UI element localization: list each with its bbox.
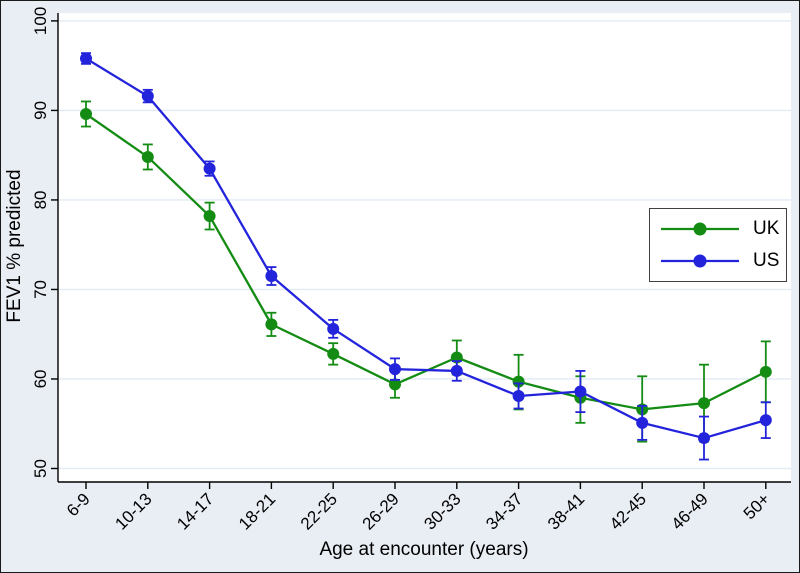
legend-label-us: US	[753, 250, 780, 271]
data-point-uk-50+	[759, 365, 772, 378]
x-tick-label: 14-17	[173, 489, 217, 533]
y-tick-label: 70	[31, 280, 50, 299]
y-tick-label: 50	[31, 459, 50, 478]
x-axis-title: Age at encounter (years)	[319, 539, 529, 560]
data-point-us-30-33	[450, 364, 463, 377]
x-tick-label: 46-49	[668, 489, 712, 533]
x-tick-label: 38-41	[544, 489, 588, 533]
series-us	[80, 52, 772, 461]
data-point-uk-14-17	[203, 210, 216, 223]
data-point-uk-22-25	[327, 347, 340, 360]
x-tick-label: 22-25	[297, 489, 341, 533]
x-tick-label: 6-9	[63, 489, 94, 520]
y-tick-label: 80	[31, 190, 50, 209]
data-point-us-22-25	[327, 322, 340, 335]
data-point-us-38-41	[574, 385, 587, 398]
data-point-uk-46-49	[698, 397, 710, 410]
series-us-line	[85, 57, 767, 440]
x-tick-label: 34-37	[482, 489, 526, 533]
data-point-us-34-37	[512, 389, 525, 402]
data-point-us-14-17	[203, 162, 216, 175]
x-tick-label: 30-33	[420, 489, 464, 533]
legend-label-uk: UK	[753, 218, 780, 239]
data-point-uk-6-9	[80, 108, 92, 121]
data-point-uk-10-13	[141, 150, 154, 163]
y-tick-label: 60	[31, 370, 50, 389]
x-tick-label: 50+	[740, 489, 774, 523]
data-point-us-26-29	[389, 363, 401, 376]
x-tick-label: 42-45	[606, 489, 650, 533]
data-point-uk-18-21	[265, 318, 278, 331]
us-line-marker-icon	[661, 254, 739, 268]
data-point-us-6-9	[80, 52, 92, 65]
legend-item-us: US	[659, 247, 786, 275]
data-point-us-42-45	[636, 416, 649, 429]
y-tick-label: 90	[31, 101, 50, 120]
y-tick-label: 100	[31, 7, 50, 35]
data-point-uk-26-29	[389, 378, 401, 391]
data-point-uk-34-37	[512, 375, 525, 388]
x-tick-label: 10-13	[111, 489, 155, 533]
data-point-us-46-49	[698, 432, 710, 445]
legend-item-uk: UK	[659, 215, 786, 243]
data-point-us-10-13	[141, 90, 154, 103]
uk-line-marker-icon	[661, 222, 739, 236]
y-axis-title: FEV1 % predicted	[4, 169, 25, 323]
x-tick-label: 26-29	[359, 489, 403, 533]
data-point-us-18-21	[265, 270, 278, 283]
x-tick-label: 18-21	[235, 489, 279, 533]
data-point-us-50+	[759, 414, 772, 427]
legend: UK US	[649, 208, 787, 282]
